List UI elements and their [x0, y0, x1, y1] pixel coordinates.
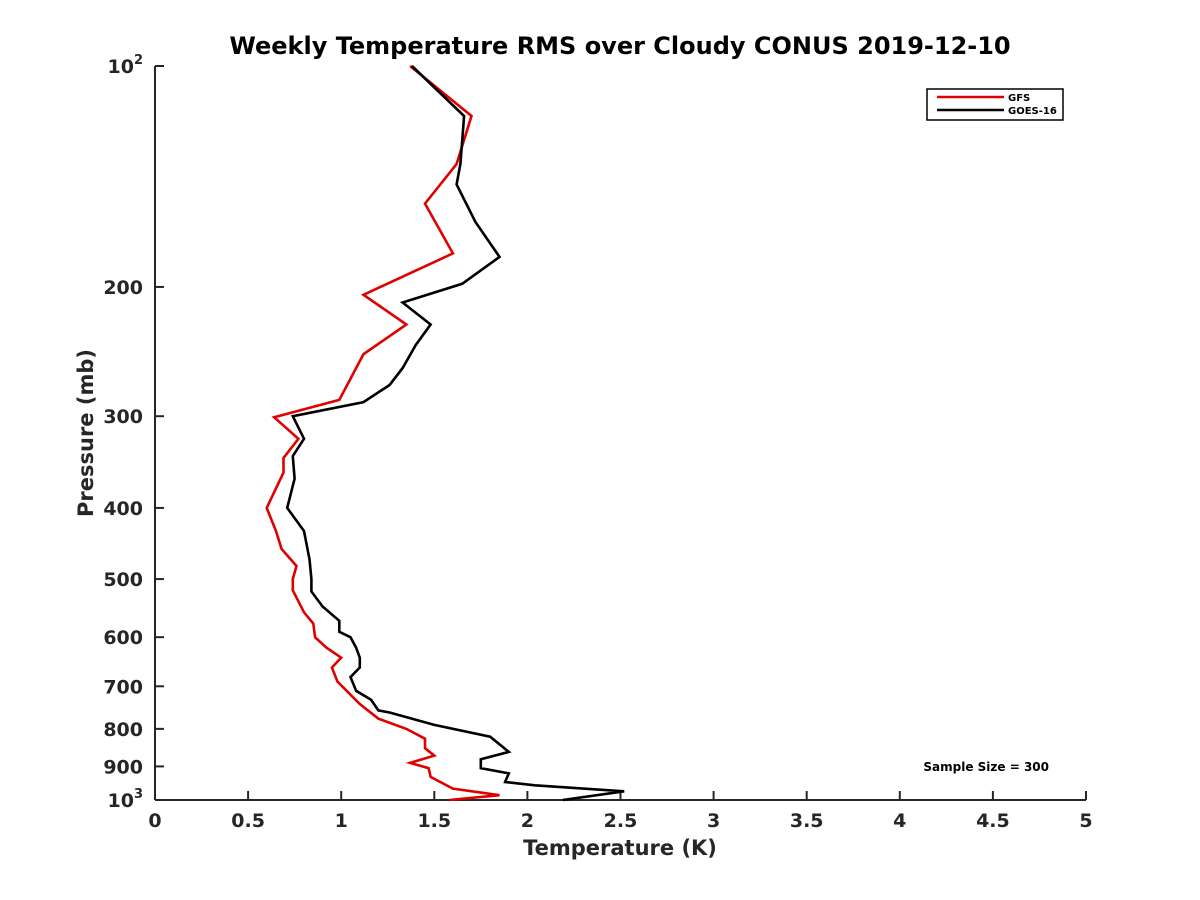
- y-tick-label: 800: [103, 719, 143, 741]
- y-tick-label-exponent: 2: [134, 53, 143, 68]
- x-axis-label: Temperature (K): [523, 836, 717, 860]
- y-tick-label: 102: [108, 53, 144, 78]
- x-tick-label: 0: [148, 810, 161, 832]
- y-tick-label-base: 300: [103, 406, 143, 428]
- series-line-gfs: [265, 64, 500, 802]
- legend-box: [926, 88, 1064, 121]
- legend-label-gfs: GFS: [1008, 93, 1030, 104]
- y-tick-label: 700: [103, 676, 143, 698]
- y-tick-label: 600: [103, 627, 143, 649]
- y-tick-label: 500: [103, 569, 143, 591]
- x-tick-label: 1.5: [417, 810, 451, 832]
- sample-size-annotation: Sample Size = 300: [923, 760, 1049, 774]
- chart-title: Weekly Temperature RMS over Cloudy CONUS…: [229, 32, 1010, 60]
- y-tick-label: 900: [103, 756, 143, 778]
- x-tick-label: 5: [1079, 810, 1092, 832]
- x-tick-label: 2.5: [604, 810, 638, 832]
- x-tick-label: 3: [707, 810, 720, 832]
- y-tick-label-exponent: 3: [134, 787, 143, 802]
- x-tick-label: 0.5: [231, 810, 265, 832]
- y-tick-label: 200: [103, 277, 143, 299]
- legend: GFS GOES-16: [926, 88, 1064, 121]
- y-tick-label-base: 700: [103, 676, 143, 698]
- x-tick-label: 2: [521, 810, 534, 832]
- series-line-goes-16: [285, 65, 625, 802]
- legend-label-goes-16: GOES-16: [1008, 106, 1057, 117]
- y-tick-label-base: 400: [103, 498, 143, 520]
- y-tick-label: 400: [103, 498, 143, 520]
- x-tick-label: 4: [893, 810, 906, 832]
- x-tick-label: 1: [335, 810, 348, 832]
- y-tick-label-base: 500: [103, 569, 143, 591]
- y-tick-label: 300: [103, 406, 143, 428]
- y-tick-label-base: 200: [103, 277, 143, 299]
- y-axis-label: Pressure (mb): [74, 349, 98, 517]
- y-tick-label-base: 600: [103, 627, 143, 649]
- y-tick-label-base: 900: [103, 756, 143, 778]
- axes: [154, 66, 1086, 801]
- y-tick-label: 103: [108, 787, 144, 812]
- y-tick-label-base: 10: [108, 790, 134, 812]
- x-ticks: 0 0.5 1 1.5 2 2.5 3 3.5 4 4.5 5: [148, 791, 1093, 832]
- y-tick-label-base: 10: [108, 56, 134, 78]
- x-tick-label: 4.5: [976, 810, 1010, 832]
- x-tick-label: 3.5: [790, 810, 824, 832]
- y-tick-label-base: 800: [103, 719, 143, 741]
- series-group: [265, 64, 625, 802]
